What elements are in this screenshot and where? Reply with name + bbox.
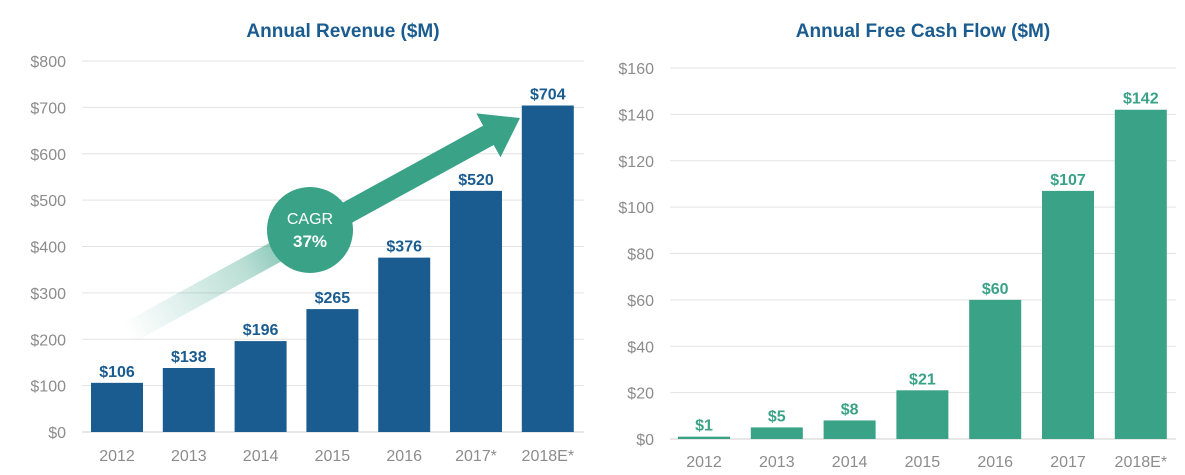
revenue-data-label: $265	[315, 290, 351, 307]
fcf-x-tick-label: 2013	[759, 454, 795, 471]
fcf-data-label: $60	[982, 281, 1009, 298]
fcf-x-axis: 2012 2013 2014 2015 2016 2017 2018E*	[686, 454, 1167, 471]
fcf-y-tick-label: $20	[627, 386, 654, 403]
revenue-bar	[521, 105, 574, 433]
revenue-y-tick-label: $200	[30, 332, 66, 349]
revenue-y-tick-label: $600	[30, 147, 66, 164]
fcf-x-tick-label: 2012	[686, 454, 722, 471]
revenue-bar	[234, 341, 287, 432]
fcf-x-tick-label: 2016	[977, 454, 1013, 471]
revenue-data-label: $196	[243, 322, 279, 339]
revenue-chart-title: Annual Revenue ($M)	[246, 21, 439, 42]
revenue-x-tick-label: 2012	[99, 448, 135, 465]
revenue-data-labels: $106 $138 $196 $265 $376 $520 $704	[99, 87, 565, 381]
revenue-data-label: $376	[386, 239, 422, 256]
revenue-data-label: $106	[99, 364, 135, 381]
revenue-x-axis: 2012 2013 2014 2015 2016 2017* 2018E*	[99, 448, 574, 465]
revenue-bar	[450, 190, 502, 432]
fcf-y-tick-label: $100	[618, 200, 654, 217]
revenue-bar	[306, 309, 359, 432]
fcf-y-tick-label: $160	[618, 61, 654, 78]
cagr-badge: CAGR 37%	[267, 187, 353, 273]
fcf-y-tick-label: $120	[618, 154, 654, 171]
revenue-bar	[91, 382, 143, 432]
fcf-bar	[1042, 190, 1094, 439]
cagr-value: 37%	[293, 232, 327, 251]
fcf-data-label: $5	[768, 408, 786, 425]
cagr-label: CAGR	[287, 211, 333, 228]
fcf-data-labels: $1 $5 $8 $21 $60 $107 $142	[695, 91, 1159, 435]
fcf-data-label: $21	[909, 371, 936, 388]
revenue-y-tick-label: $100	[30, 379, 66, 396]
fcf-x-tick-label: 2015	[905, 454, 941, 471]
fcf-bar	[896, 390, 949, 439]
fcf-data-label: $1	[695, 418, 713, 435]
fcf-bar	[823, 420, 876, 439]
revenue-x-tick-label: 2016	[386, 448, 422, 465]
fcf-x-tick-label: 2017	[1050, 454, 1086, 471]
revenue-x-tick-label: 2015	[315, 448, 351, 465]
fcf-y-tick-label: $140	[618, 107, 654, 124]
cagr-circle	[267, 187, 353, 273]
fcf-bar	[1114, 109, 1167, 440]
revenue-y-tick-label: $500	[30, 193, 66, 210]
fcf-data-label: $107	[1050, 172, 1086, 189]
fcf-y-tick-label: $60	[627, 293, 654, 310]
revenue-bars	[91, 105, 574, 433]
fcf-y-tick-label: $80	[627, 247, 654, 264]
revenue-y-tick-label: $0	[48, 425, 66, 442]
revenue-y-tick-label: $700	[30, 100, 66, 117]
revenue-y-axis: $0 $100 $200 $300 $400 $500 $600 $700 $800	[30, 54, 66, 442]
revenue-y-tick-label: $300	[30, 286, 66, 303]
fcf-bar	[969, 299, 1022, 439]
revenue-x-tick-label: 2018E*	[522, 448, 575, 465]
fcf-bar	[750, 427, 803, 439]
fcf-y-axis: $0 $20 $40 $60 $80 $100 $120 $140 $160	[618, 61, 654, 449]
fcf-y-tick-label: $0	[636, 432, 654, 449]
revenue-bar	[162, 368, 215, 432]
revenue-y-tick-label: $400	[30, 240, 66, 257]
fcf-y-tick-label: $40	[627, 339, 654, 356]
revenue-x-tick-label: 2014	[243, 448, 279, 465]
free-cash-flow-chart: Annual Free Cash Flow ($M) $0 $20 $40 $60 $8…	[618, 21, 1176, 471]
revenue-data-label: $704	[530, 87, 566, 104]
revenue-x-tick-label: 2013	[171, 448, 207, 465]
fcf-bars	[678, 109, 1167, 440]
revenue-bar	[378, 257, 431, 432]
fcf-data-label: $142	[1123, 91, 1159, 108]
revenue-data-label: $520	[458, 172, 494, 189]
fcf-x-tick-label: 2014	[832, 454, 868, 471]
revenue-data-label: $138	[171, 349, 207, 366]
fcf-x-tick-label: 2018E*	[1115, 454, 1168, 471]
free-cash-flow-chart-title: Annual Free Cash Flow ($M)	[796, 21, 1050, 42]
fcf-bar	[678, 436, 730, 439]
revenue-chart: Annual Revenue ($M) $0 $100 $200 $300 $400 $5…	[30, 21, 584, 465]
revenue-x-tick-label: 2017*	[455, 448, 497, 465]
fcf-data-label: $8	[841, 401, 859, 418]
revenue-y-tick-label: $800	[30, 54, 66, 71]
